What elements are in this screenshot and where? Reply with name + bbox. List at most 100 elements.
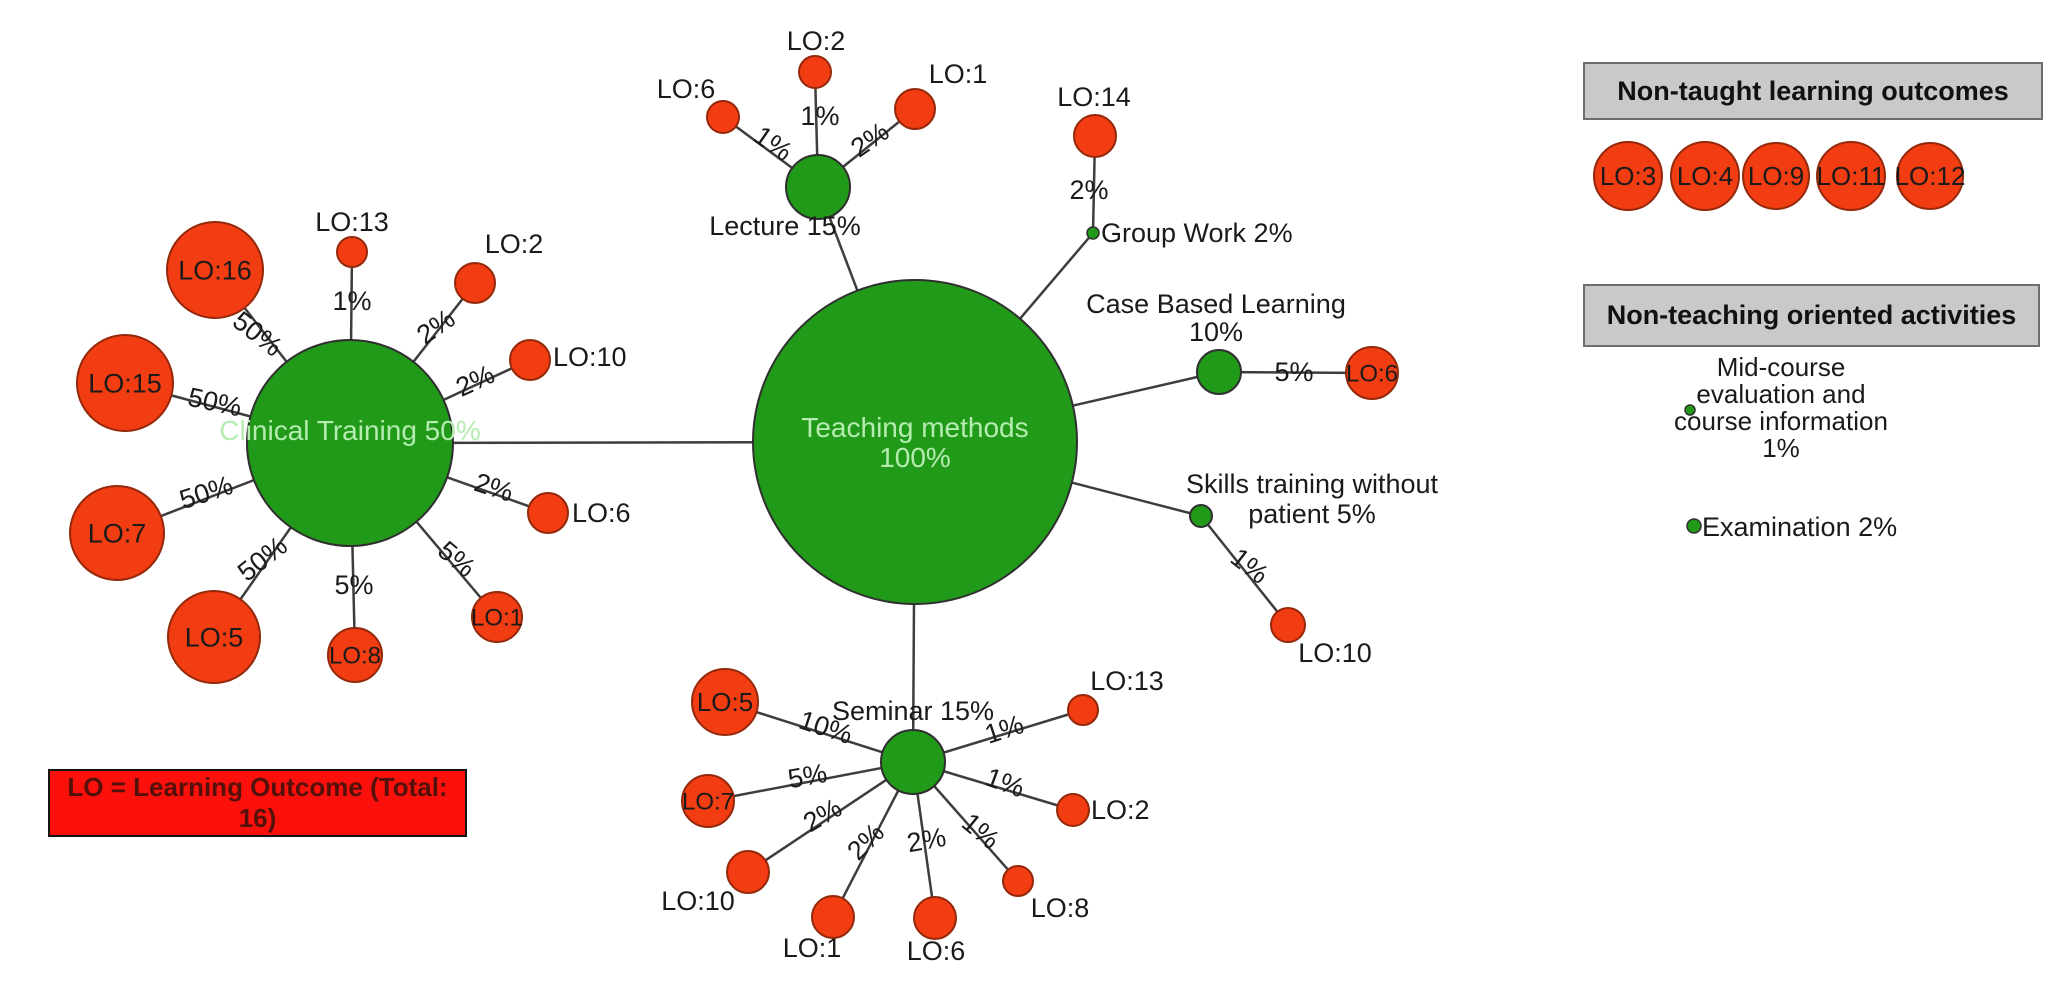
node-leg-lo11 [1816,141,1886,211]
label-exam: Examination 2% [1702,512,1897,542]
legend-panel-title: Non-teaching oriented activities [1606,300,2017,330]
legend-panel-title: Non-taught learning outcomes [1617,75,2009,106]
label-casebased-line1: Case Based Learning [1086,289,1346,319]
label-c-lo5: LO:5 [185,622,244,652]
node-midcourse [1684,404,1696,416]
label-s-lo13: LO:13 [1090,666,1164,696]
node-c-lo10 [509,339,551,381]
label-c-lo1: LO:1 [471,604,523,631]
label-teaching-line2: 100% [879,442,951,473]
edge-label-skills-sk-lo10: 1% [1225,542,1274,590]
node-c-lo2 [454,262,496,304]
label-midcourse-line4: 1% [1762,433,1800,463]
label-skills-line2: patient 5% [1248,499,1376,529]
label-c-lo10: LO:10 [553,342,627,372]
label-c-lo13: LO:13 [315,207,389,237]
edge-label-seminar-s-lo1: 2% [841,817,890,866]
edge-label-clinical-c-lo1: 5% [432,535,481,583]
legend-panel-non-teaching: Non-teaching oriented activities [1583,284,2040,347]
label-l-lo1: LO:1 [929,59,988,89]
label-clinical: Clinical Training 50% [219,415,480,446]
label-s-lo6: LO:6 [907,936,966,966]
label-s-lo2: LO:2 [1091,795,1150,825]
node-clinical [246,339,454,547]
label-c-lo8: LO:8 [329,642,381,669]
label-cb-lo6: LO:6 [1346,360,1398,387]
node-s-lo8 [1002,865,1034,897]
label-l-lo2: LO:2 [787,26,846,56]
label-lecture: Lecture 15% [709,211,861,241]
node-lecture [785,154,851,220]
node-c-lo1 [471,591,523,643]
edge-seminar-s-lo7 [707,760,914,803]
edge-label-seminar-s-lo6: 2% [905,822,949,858]
label-teaching-line1: Teaching methods [801,412,1028,443]
label-s-lo1: LO:1 [783,933,842,963]
label-s-lo8: LO:8 [1031,893,1090,923]
label-c-lo15: LO:15 [88,368,162,398]
label-c-lo6: LO:6 [572,498,631,528]
node-c-lo16 [166,221,264,319]
legend-panel-non-taught: Non-taught learning outcomes [1583,62,2043,120]
node-s-lo1 [811,895,855,939]
label-casebased-line2: 10% [1189,317,1243,347]
node-seminar [880,729,946,795]
node-leg-lo9 [1742,142,1810,210]
label-midcourse-line1: Mid-course [1717,352,1846,382]
edge-skills-sk-lo10 [1200,515,1289,626]
node-leg-lo3 [1593,141,1663,211]
edge-seminar-s-lo10 [747,760,914,874]
node-c-lo13 [336,236,368,268]
edge-label-lecture-l-lo6: 1% [749,120,798,167]
node-c-lo5 [167,590,261,684]
label-leg-lo4: LO:4 [1677,161,1733,191]
edge-label-lecture-l-lo2: 1% [800,101,839,131]
edge-label-casebased-cb-lo6: 5% [1274,357,1313,387]
node-c-lo8 [327,627,383,683]
edge-label-clinical-c-lo8: 5% [334,570,373,600]
label-c-lo2: LO:2 [485,229,544,259]
node-l-lo6 [706,100,740,134]
node-leg-lo12 [1896,142,1964,210]
label-s-lo10: LO:10 [661,886,735,916]
node-skills [1189,504,1213,528]
node-s-lo10 [726,850,770,894]
node-l-lo2 [798,55,832,89]
edge-label-seminar-s-lo8: 1% [956,807,1005,855]
node-s-lo2 [1056,793,1090,827]
label-skills-line1: Skills training without [1186,469,1439,499]
edge-label-groupwork-gw-lo14: 2% [1069,175,1108,205]
node-c-lo15 [76,334,174,432]
node-teaching [752,279,1078,605]
label-midcourse-line3: course information [1674,406,1888,436]
edge-label-seminar-s-lo7: 5% [786,758,830,794]
label-sk-lo10: LO:10 [1298,638,1372,668]
label-c-lo16: LO:16 [178,255,252,285]
edge-label-clinical-c-lo13: 1% [332,286,371,316]
node-casebased [1196,349,1242,395]
edge-label-seminar-s-lo2: 1% [982,762,1029,804]
nodes-layer [69,55,1964,940]
label-s-lo5: LO:5 [697,687,753,717]
label-seminar: Seminar 15% [832,696,994,726]
node-leg-lo4 [1670,141,1740,211]
node-s-lo6 [913,896,957,940]
node-cb-lo6 [1345,346,1399,400]
label-s-lo7: LO:7 [682,788,734,815]
node-c-lo6 [527,492,569,534]
labels-layer: 50%1%2%2%50%2%50%50% 5%5%1%1%2%2%5%1%10%5… [88,26,1966,966]
node-groupwork [1086,226,1100,240]
label-groupwork: Group Work 2% [1101,218,1293,248]
node-s-lo5 [691,668,759,736]
node-gw-lo14 [1073,114,1117,158]
node-l-lo1 [894,88,936,130]
node-c-lo7 [69,485,165,581]
node-sk-lo10 [1270,607,1306,643]
lo-definition-text: LO = Learning Outcome (Total: 16) [67,772,448,833]
lo-definition-note: LO = Learning Outcome (Total: 16) [48,769,467,837]
label-c-lo7: LO:7 [88,518,147,548]
label-l-lo6: LO:6 [657,74,716,104]
label-leg-lo12: LO:12 [1895,161,1966,191]
